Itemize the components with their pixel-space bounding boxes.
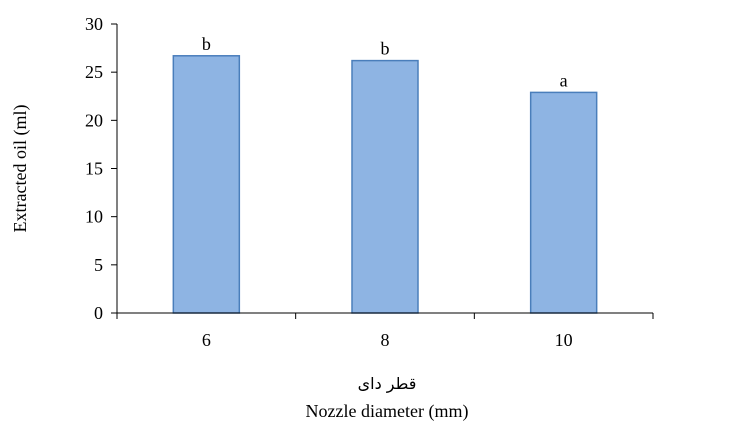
y-tick-label: 5: [94, 255, 103, 275]
bar: [172, 55, 241, 314]
y-tick-label: 20: [85, 110, 103, 130]
bar: [351, 59, 419, 314]
x-tick-label: 6: [202, 330, 211, 350]
y-tick-label: 0: [94, 303, 103, 323]
y-tick-label: 10: [85, 207, 103, 227]
bar-data-label: a: [560, 70, 568, 90]
x-axis-title-persian: قطر دای: [358, 374, 417, 394]
y-axis-title: Extracted oil (ml): [10, 105, 31, 233]
y-tick-label: 30: [85, 14, 103, 34]
x-tick-label: 10: [555, 330, 573, 350]
bar-data-label: b: [381, 39, 390, 59]
y-tick-label: 25: [85, 62, 103, 82]
x-axis-ticks: 6 8 10: [116, 313, 654, 350]
bars-group: [172, 55, 598, 314]
x-axis-title: Nozzle diameter (mm): [306, 401, 469, 422]
bar-data-label: b: [202, 34, 211, 54]
y-tick-label: 15: [85, 159, 103, 179]
y-axis-ticks: 0 5 10 15 20 25 30: [85, 14, 117, 323]
x-tick-label: 8: [381, 330, 390, 350]
bar-data-labels: b b a: [202, 34, 568, 91]
bar: [529, 91, 598, 314]
